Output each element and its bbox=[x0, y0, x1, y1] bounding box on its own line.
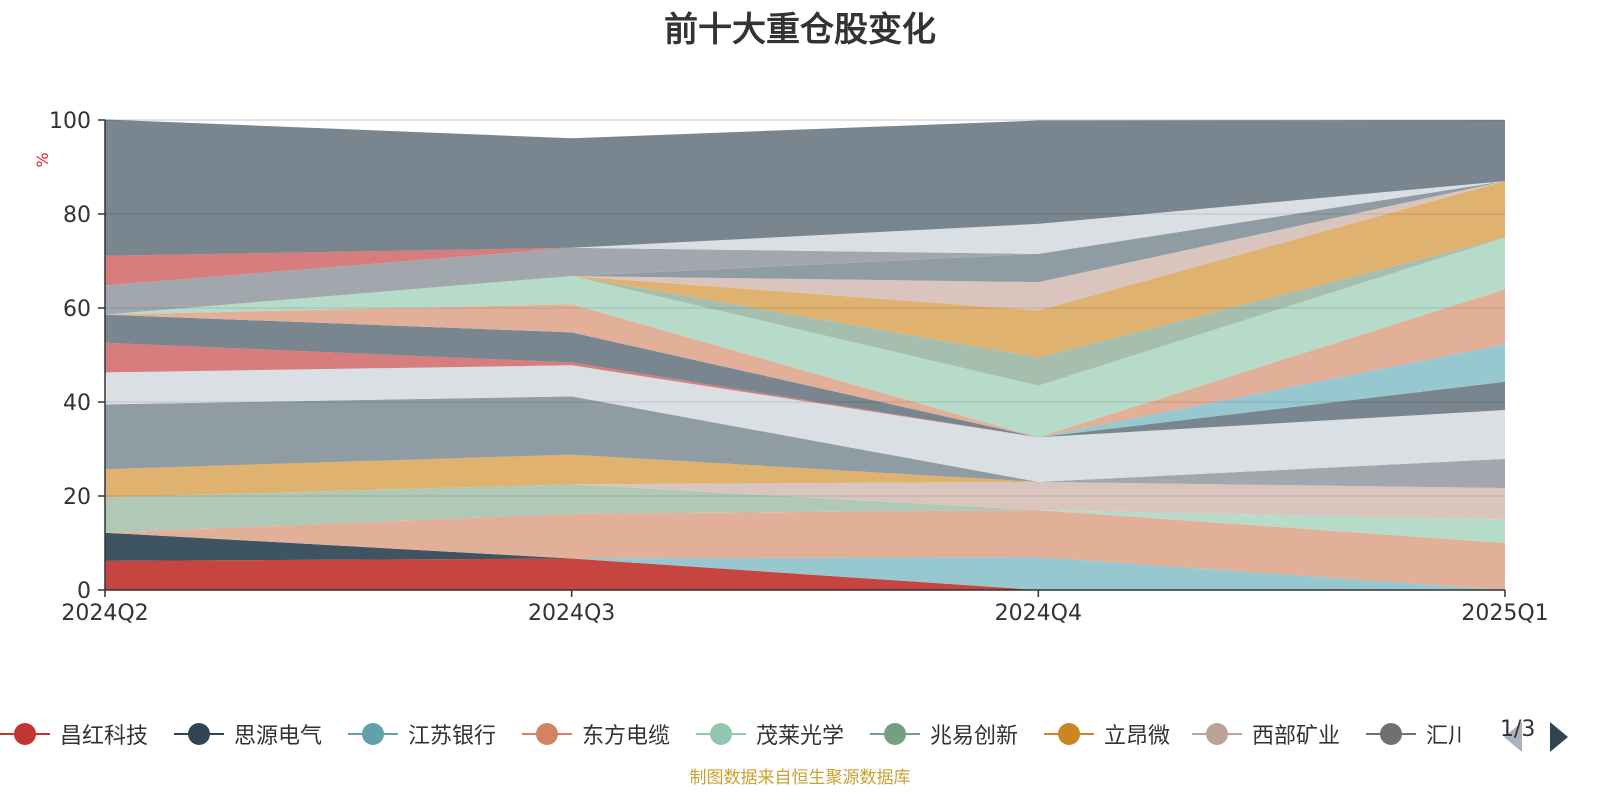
legend-swatch-icon bbox=[0, 723, 50, 745]
area-series-19 bbox=[105, 181, 1505, 358]
area-series-1 bbox=[105, 557, 1505, 590]
area-series-13 bbox=[105, 289, 1505, 438]
x-tick-label: 2024Q2 bbox=[61, 601, 148, 626]
legend-swatch-icon bbox=[1044, 723, 1094, 745]
legend-swatch-icon bbox=[1366, 723, 1416, 745]
legend-label: 汇川技术 bbox=[1426, 724, 1462, 749]
area-chart: 0 20 40 60 80 100 2024Q2 2024Q3 2024Q4 2025Q1 % bbox=[33, 109, 1549, 626]
area-series-4 bbox=[105, 510, 1505, 543]
legend-swatch-icon bbox=[174, 723, 224, 745]
area-series-25 bbox=[105, 119, 1505, 256]
area-series-17 bbox=[105, 237, 1505, 438]
y-tick-label: 60 bbox=[63, 297, 91, 322]
legend-item[interactable]: 兆易创新 bbox=[870, 712, 1040, 756]
legend-item[interactable]: 西部矿业 bbox=[1192, 712, 1362, 756]
legend-label: 茂莱光学 bbox=[756, 724, 845, 749]
legend-label: 兆易创新 bbox=[930, 724, 1019, 749]
legend-page-indicator: 1/3 bbox=[1500, 717, 1536, 742]
area-series-14 bbox=[105, 289, 1505, 438]
legend-swatch-icon bbox=[522, 723, 572, 745]
legend-swatch-icon bbox=[870, 723, 920, 745]
area-series-3 bbox=[105, 510, 1505, 590]
legend-label: 昌红科技 bbox=[60, 724, 149, 749]
legend-swatch-icon bbox=[1192, 723, 1242, 745]
x-tick-label: 2024Q4 bbox=[995, 601, 1082, 626]
y-axis-unit-label: % bbox=[33, 152, 52, 167]
x-tick-label: 2024Q3 bbox=[528, 601, 615, 626]
x-tick-label: 2025Q1 bbox=[1461, 601, 1548, 626]
legend-label: 东方电缆 bbox=[582, 724, 671, 749]
legend-label: 思源电气 bbox=[234, 724, 323, 749]
area-series-7 bbox=[105, 454, 1505, 498]
area-series-24 bbox=[105, 181, 1505, 256]
area-series-18 bbox=[105, 237, 1505, 386]
legend-item[interactable]: 汇川技术 bbox=[1366, 712, 1462, 756]
area-series-0 bbox=[105, 558, 1505, 590]
area-series-6 bbox=[105, 481, 1505, 520]
legend-item[interactable]: 思源电气 bbox=[174, 712, 344, 756]
legend-item[interactable]: 茂莱光学 bbox=[696, 712, 866, 756]
legend-label: 立昂微 bbox=[1104, 724, 1171, 749]
legend-prev-page-icon[interactable] bbox=[1504, 722, 1522, 752]
area-series-9 bbox=[105, 396, 1505, 482]
legend-item[interactable]: 立昂微 bbox=[1044, 712, 1184, 756]
legend-item[interactable]: 昌红科技 bbox=[0, 712, 170, 756]
legend-swatch-icon bbox=[696, 723, 746, 745]
area-series bbox=[105, 119, 1505, 590]
area-series-5 bbox=[105, 484, 1505, 533]
y-tick-label: 20 bbox=[63, 485, 91, 510]
legend: 昌红科技 思源电气 江苏银行 东方电缆 茂莱光学 兆易创新 立昂微 西部矿业 汇川技术 1/3 bbox=[0, 712, 1600, 756]
axes: 0 20 40 60 80 100 2024Q2 2024Q3 2024Q4 2025Q1 bbox=[49, 109, 1549, 626]
y-tick-label: 40 bbox=[63, 391, 91, 416]
chart-title: 前十大重仓股变化 bbox=[664, 10, 936, 50]
area-series-10 bbox=[105, 365, 1505, 482]
area-series-16 bbox=[105, 289, 1505, 438]
legend-label: 江苏银行 bbox=[408, 724, 497, 749]
y-tick-label: 100 bbox=[49, 109, 91, 134]
area-series-22 bbox=[105, 181, 1505, 315]
legend-label: 西部矿业 bbox=[1252, 724, 1341, 749]
area-series-8 bbox=[105, 454, 1505, 488]
area-series-12 bbox=[105, 344, 1505, 438]
legend-item[interactable]: 东方电缆 bbox=[522, 712, 692, 756]
legend-next-page-icon[interactable] bbox=[1550, 722, 1568, 752]
y-tick-label: 0 bbox=[77, 579, 91, 604]
area-series-20 bbox=[105, 181, 1505, 315]
y-tick-label: 80 bbox=[63, 203, 91, 228]
source-note: 制图数据来自恒生聚源数据库 bbox=[689, 768, 911, 788]
legend-item[interactable]: 江苏银行 bbox=[348, 712, 518, 756]
legend-swatch-icon bbox=[348, 723, 398, 745]
